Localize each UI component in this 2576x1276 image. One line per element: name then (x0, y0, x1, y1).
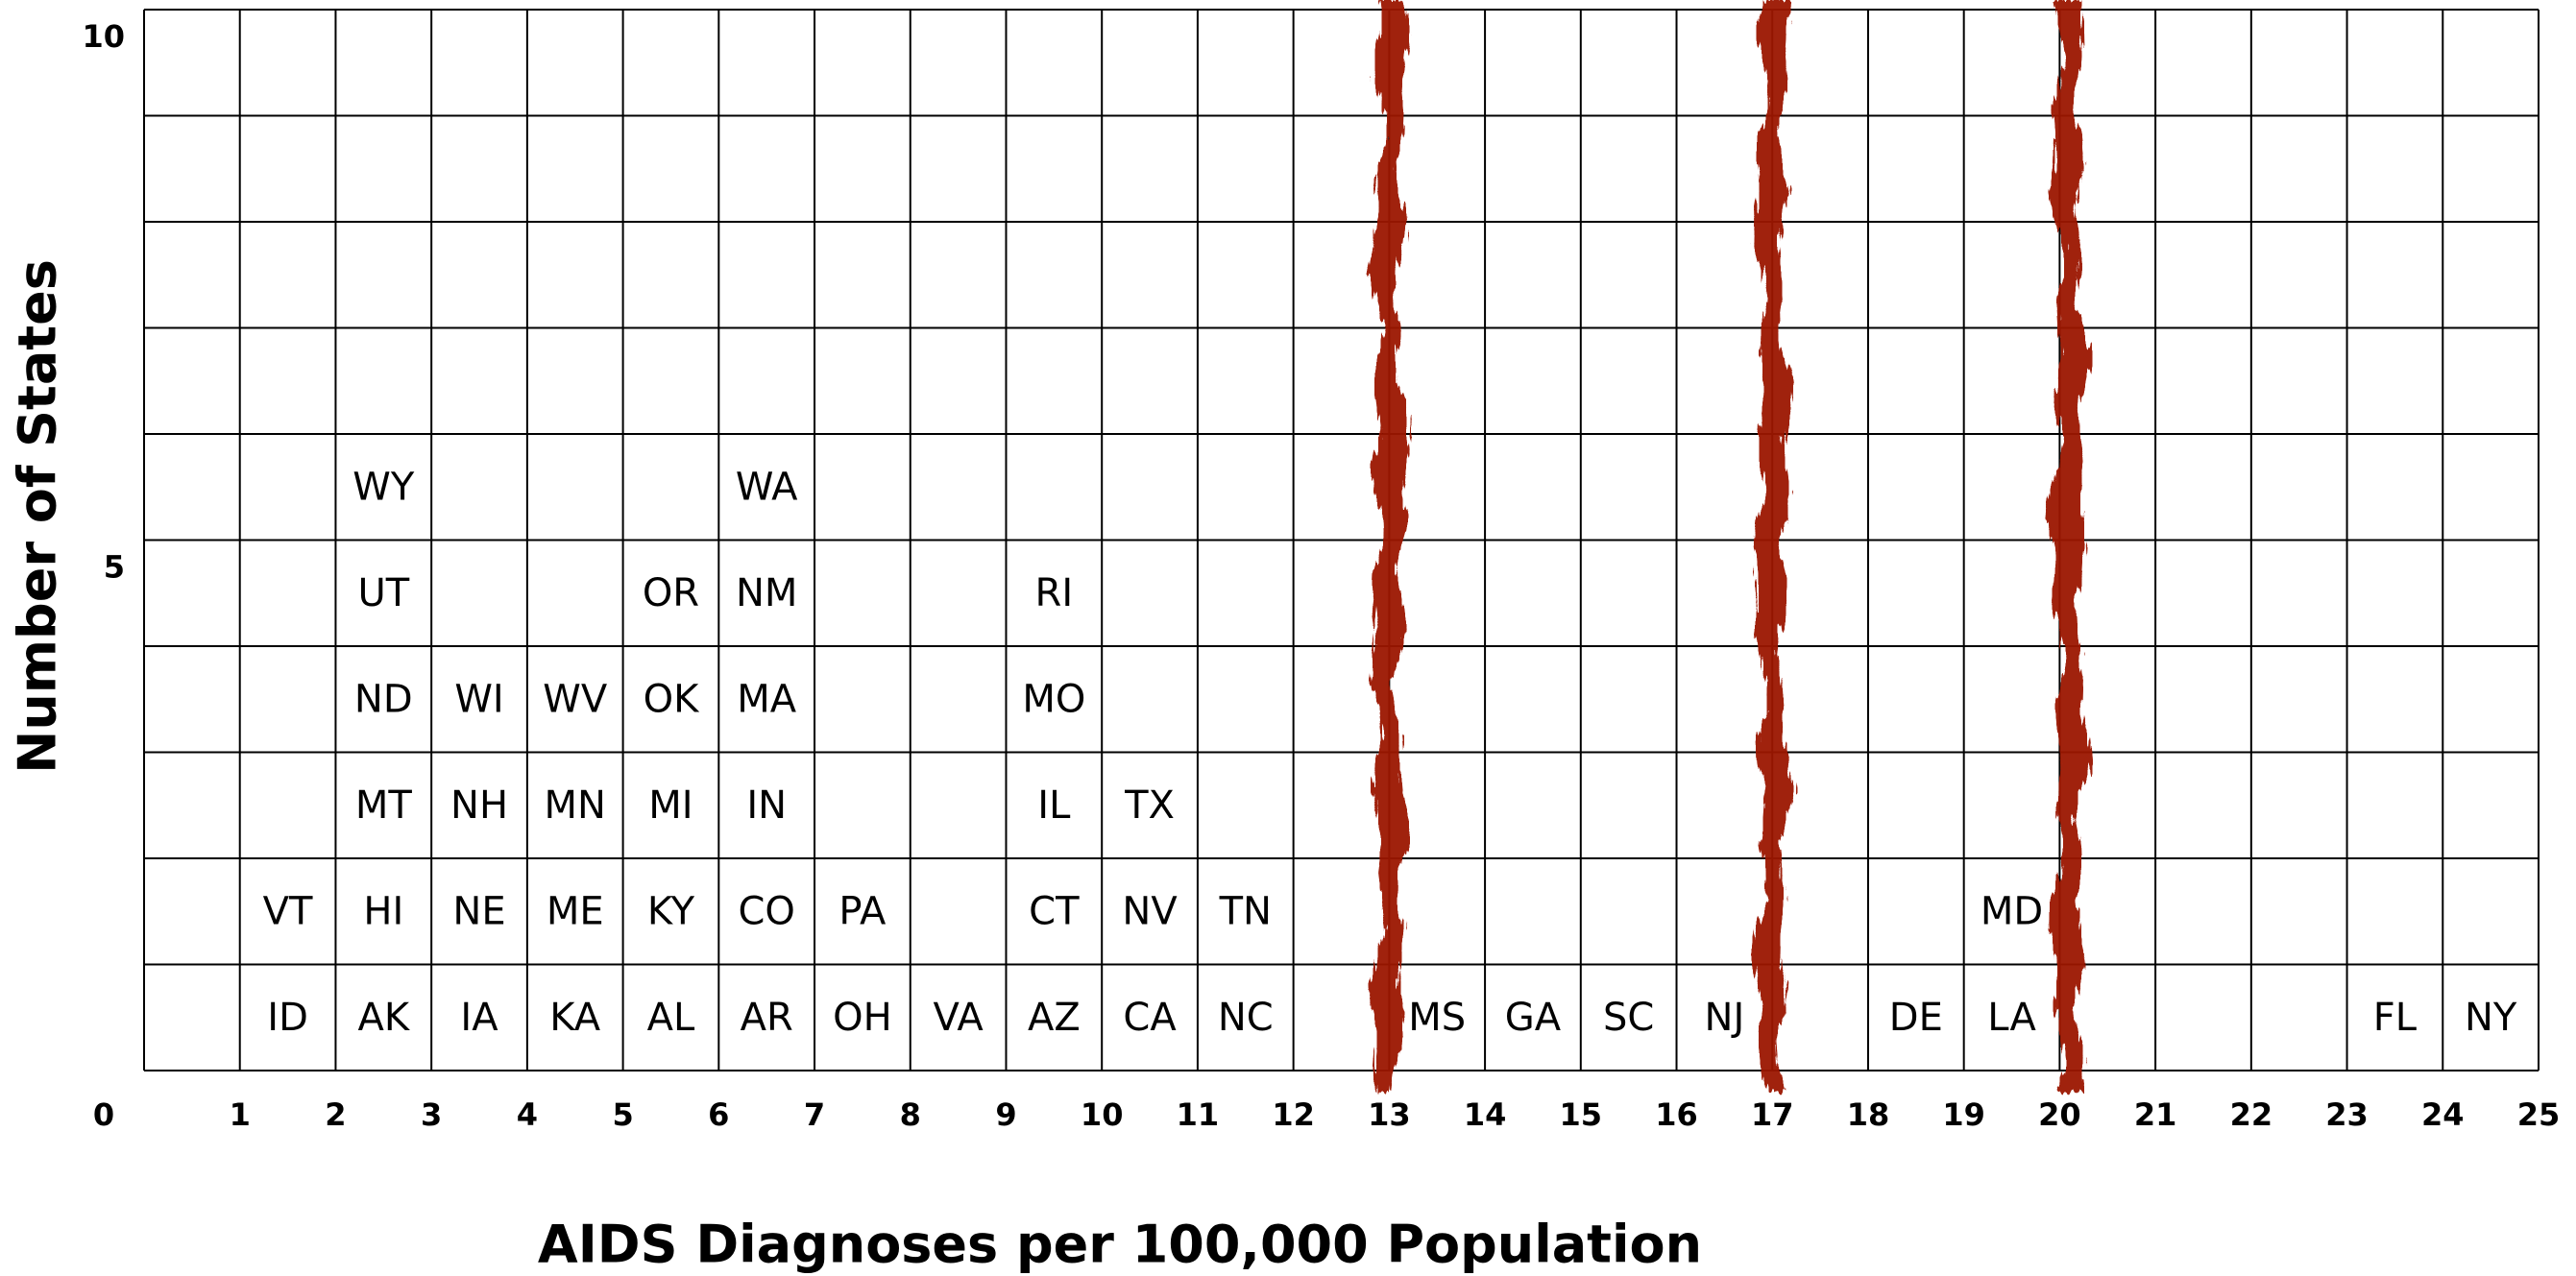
state-label: AR (741, 996, 793, 1040)
state-label: OH (833, 996, 892, 1040)
state-label: MO (1022, 677, 1085, 721)
state-label: WV (543, 677, 608, 721)
state-label: KY (647, 889, 695, 933)
state-label: NM (736, 571, 797, 615)
state-label: MN (545, 783, 606, 828)
x-tick-label: 22 (2230, 1096, 2273, 1133)
state-label: WA (736, 465, 798, 509)
x-tick-label: 7 (804, 1096, 825, 1133)
x-tick-label: 8 (900, 1096, 921, 1133)
state-label: NE (452, 889, 505, 933)
x-tick-label: 23 (2325, 1096, 2369, 1133)
y-axis-title: Number of States (8, 259, 68, 774)
x-tick-label: 11 (1177, 1096, 1220, 1133)
state-label: NJ (1705, 996, 1745, 1040)
cutoff-line (1751, 0, 1795, 1092)
state-label: DE (1889, 996, 1943, 1040)
state-label: MI (648, 783, 693, 828)
x-tick-label: 12 (1272, 1096, 1315, 1133)
x-tick-label: 10 (1081, 1096, 1124, 1133)
state-label: IL (1037, 783, 1071, 828)
state-label: KA (549, 996, 601, 1040)
state-label: MS (1408, 996, 1466, 1040)
x-tick-label: 21 (2134, 1096, 2177, 1133)
state-label: PA (838, 889, 887, 933)
x-tick-label: 9 (995, 1096, 1016, 1133)
state-label: VT (263, 889, 313, 933)
page: AIDS Diagnoses per 100,000 Population Nu… (0, 0, 2576, 1276)
state-label: OR (643, 571, 699, 615)
cutoff-line (1369, 0, 1411, 1092)
x-tick-label: 13 (1368, 1096, 1411, 1133)
state-label: ID (267, 996, 308, 1040)
y-tick-label: 5 (104, 549, 125, 586)
state-label: AL (647, 996, 695, 1040)
x-tick-label: 15 (1560, 1096, 1603, 1133)
state-label: CA (1123, 996, 1177, 1040)
state-label: MA (737, 677, 797, 721)
x-tick-label: 24 (2421, 1096, 2465, 1133)
state-label: NV (1122, 889, 1178, 933)
x-tick-label: 19 (1942, 1096, 1985, 1133)
x-tick-label: 1 (230, 1096, 251, 1133)
state-label: ND (354, 677, 413, 721)
x-tick-label: 16 (1655, 1096, 1698, 1133)
x-tick-label: 25 (2517, 1096, 2561, 1133)
state-label: MT (355, 783, 413, 828)
state-label: OK (644, 677, 700, 721)
state-label: SC (1603, 996, 1654, 1040)
state-label: FL (2373, 996, 2418, 1040)
x-tick-label: 0 (93, 1096, 114, 1133)
state-label: AZ (1028, 996, 1081, 1040)
state-label: IA (460, 996, 498, 1040)
state-label: TN (1219, 889, 1272, 933)
state-label: NY (2465, 996, 2517, 1040)
x-tick-label: 6 (708, 1096, 729, 1133)
state-label: AK (358, 996, 411, 1040)
y-tick-label: 10 (82, 18, 125, 55)
state-label: UT (357, 571, 409, 615)
state-label: LA (1987, 996, 2036, 1040)
state-label: WI (454, 677, 503, 721)
x-axis-title: AIDS Diagnoses per 100,000 Population (538, 1215, 1702, 1275)
x-tick-label: 20 (2038, 1096, 2081, 1133)
state-label: CO (738, 889, 794, 933)
x-tick-label: 18 (1847, 1096, 1890, 1133)
state-label: IN (746, 783, 787, 828)
state-label: ME (547, 889, 604, 933)
state-label: NH (450, 783, 508, 828)
x-tick-label: 3 (421, 1096, 442, 1133)
state-label: WY (352, 465, 415, 509)
state-label: HI (363, 889, 403, 933)
state-label: MD (1981, 889, 2043, 933)
state-label: GA (1505, 996, 1562, 1040)
x-tick-label: 4 (517, 1096, 538, 1133)
state-label: VA (934, 996, 984, 1040)
chart: AIDS Diagnoses per 100,000 Population Nu… (0, 0, 2576, 1276)
x-tick-label: 2 (325, 1096, 346, 1133)
state-label: CT (1029, 889, 1080, 933)
x-tick-label: 17 (1751, 1096, 1794, 1133)
cutoff-line (2045, 0, 2092, 1092)
x-tick-label: 5 (612, 1096, 633, 1133)
state-label: NC (1218, 996, 1274, 1040)
state-label: TX (1124, 783, 1175, 828)
x-tick-label: 14 (1464, 1096, 1507, 1133)
state-label: RI (1035, 571, 1074, 615)
